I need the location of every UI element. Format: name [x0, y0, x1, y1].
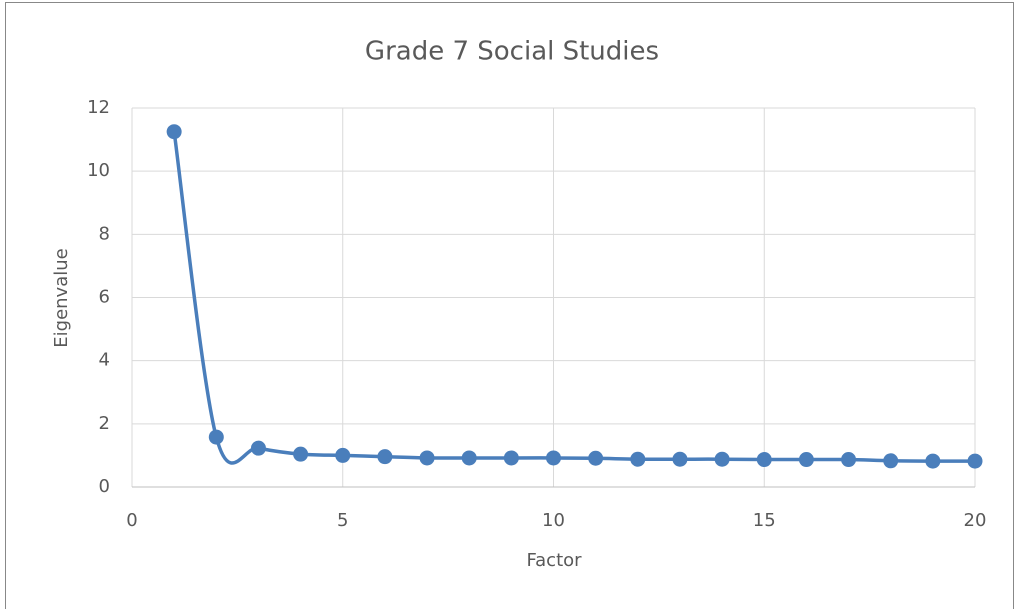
- data-point: [503, 450, 519, 466]
- x-axis-label: Factor: [526, 550, 582, 571]
- data-point: [335, 447, 351, 463]
- chart-frame: [5, 2, 1014, 609]
- data-point: [546, 450, 561, 466]
- data-point: [756, 452, 772, 468]
- x-tick-label: 0: [126, 510, 137, 531]
- y-tick-label: 12: [87, 97, 110, 118]
- data-point: [250, 440, 266, 456]
- data-point: [293, 446, 309, 462]
- y-tick-label: 6: [99, 287, 110, 308]
- data-point: [883, 453, 899, 469]
- data-point: [967, 453, 983, 469]
- chart-title: Grade 7 Social Studies: [365, 37, 659, 67]
- y-tick-label: 8: [99, 223, 110, 244]
- data-point: [798, 452, 814, 468]
- y-axis-label: Eigenvalue: [51, 248, 72, 347]
- data-point: [461, 450, 477, 466]
- y-tick-label: 4: [99, 350, 110, 371]
- data-point: [208, 429, 224, 445]
- y-tick-label: 10: [87, 160, 110, 181]
- x-tick-label: 10: [542, 510, 565, 531]
- data-point: [588, 450, 604, 466]
- data-point: [419, 450, 435, 466]
- data-point: [377, 449, 393, 465]
- data-point: [841, 452, 857, 468]
- data-point: [630, 451, 646, 467]
- data-point: [925, 453, 941, 469]
- y-tick-label: 0: [99, 476, 110, 497]
- data-point: [166, 124, 182, 140]
- y-tick-label: 2: [99, 413, 110, 434]
- x-tick-label: 5: [337, 510, 348, 531]
- data-point: [714, 451, 730, 467]
- data-point: [672, 451, 688, 467]
- x-tick-label: 15: [753, 510, 776, 531]
- x-tick-label: 20: [964, 510, 987, 531]
